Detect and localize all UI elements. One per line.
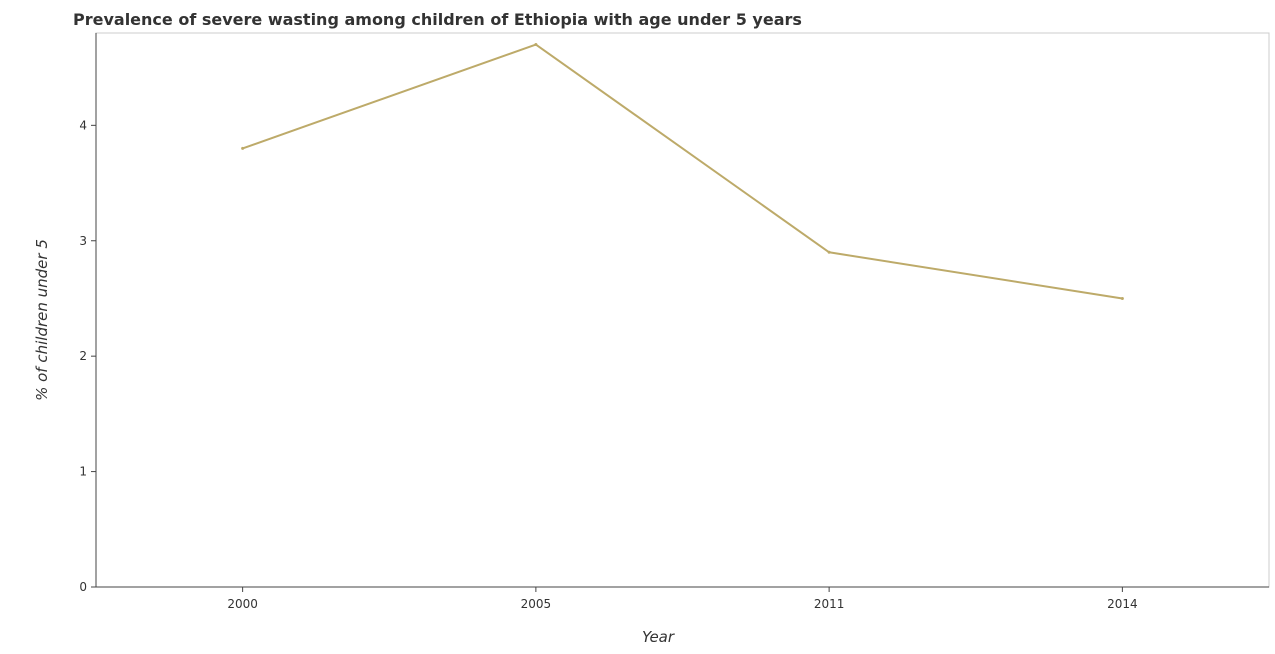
x-axis-label: Year [642, 628, 675, 646]
y-tick-label: 1 [79, 465, 87, 479]
y-axis-ticks: 0 1 2 3 4 [79, 118, 96, 594]
chart-title: Prevalence of severe wasting among child… [73, 10, 802, 29]
x-tick-label: 2005 [521, 597, 552, 611]
y-tick-label: 0 [79, 580, 87, 594]
y-tick-label: 2 [79, 349, 87, 363]
data-point [827, 250, 831, 254]
x-tick-label: 2014 [1107, 597, 1138, 611]
data-point [1120, 296, 1124, 300]
series-layer [241, 43, 1124, 300]
y-tick-label: 4 [79, 118, 87, 132]
x-tick-label: 2000 [227, 597, 258, 611]
x-axis-ticks: 2000 2005 2011 2014 [227, 587, 1138, 611]
data-point [241, 146, 245, 150]
series-line [242, 43, 1123, 300]
y-tick-label: 3 [79, 234, 87, 248]
plot-area [95, 32, 1270, 588]
x-tick-label: 2011 [814, 597, 845, 611]
data-point [534, 43, 538, 47]
y-axis-label: % of children under 5 [33, 239, 51, 401]
plot-border [95, 32, 1270, 588]
